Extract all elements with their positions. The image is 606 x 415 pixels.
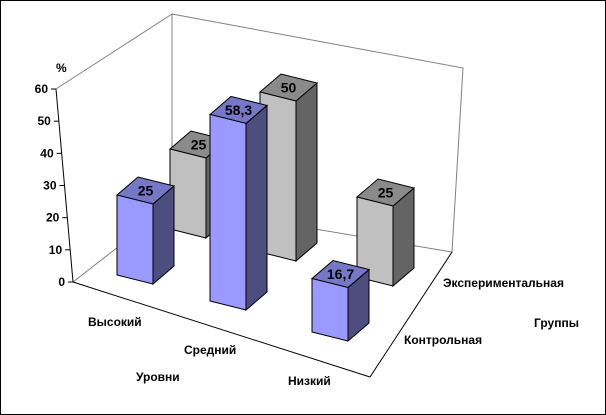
y-axis-label: % bbox=[56, 61, 67, 75]
y-tick-label: 40 bbox=[40, 146, 54, 160]
x-tick-label: Средний bbox=[184, 343, 236, 357]
y-ticks: 0 10 20 30 40 50 60 bbox=[35, 82, 73, 289]
z-axis-label: Группы bbox=[534, 316, 579, 330]
bar-front bbox=[356, 196, 394, 287]
bar-front bbox=[116, 194, 154, 285]
x-tick-label: Низкий bbox=[288, 374, 331, 388]
bar-side bbox=[245, 104, 268, 312]
x-axis-label: Уровни bbox=[136, 370, 180, 384]
bars: 25 50 25 25 58,3 16,7 bbox=[115, 73, 416, 343]
x-tick-label: Высокий bbox=[88, 315, 142, 329]
bar: 50 bbox=[258, 73, 319, 263]
y-tick-label: 60 bbox=[35, 82, 49, 96]
data-label: 50 bbox=[281, 80, 297, 96]
bar-front bbox=[311, 277, 349, 342]
y-tick-label: 0 bbox=[58, 275, 65, 289]
data-label: 25 bbox=[138, 183, 154, 199]
bar: 16,7 bbox=[310, 260, 371, 343]
data-label: 58,3 bbox=[225, 102, 252, 118]
bar-side bbox=[295, 81, 318, 263]
back-wall-edge bbox=[171, 13, 464, 253]
z-axis bbox=[369, 251, 453, 378]
y-tick-label: 20 bbox=[46, 211, 60, 225]
y-tick-label: 10 bbox=[49, 243, 63, 257]
bar: 25 bbox=[355, 178, 416, 288]
z-tick-label: Экспериментальная bbox=[443, 276, 564, 290]
x-axis bbox=[72, 281, 371, 378]
bar-front bbox=[209, 113, 247, 311]
data-label: 25 bbox=[191, 137, 207, 153]
z-tick-label: Контрольная bbox=[404, 333, 482, 347]
bar: 58,3 bbox=[208, 95, 269, 312]
y-tick-label: 50 bbox=[37, 114, 51, 128]
data-label: 25 bbox=[378, 185, 394, 201]
bar-front bbox=[169, 148, 207, 239]
data-label: 16,7 bbox=[327, 266, 354, 282]
y-tick-label: 30 bbox=[43, 179, 57, 193]
bar: 25 bbox=[115, 176, 176, 286]
